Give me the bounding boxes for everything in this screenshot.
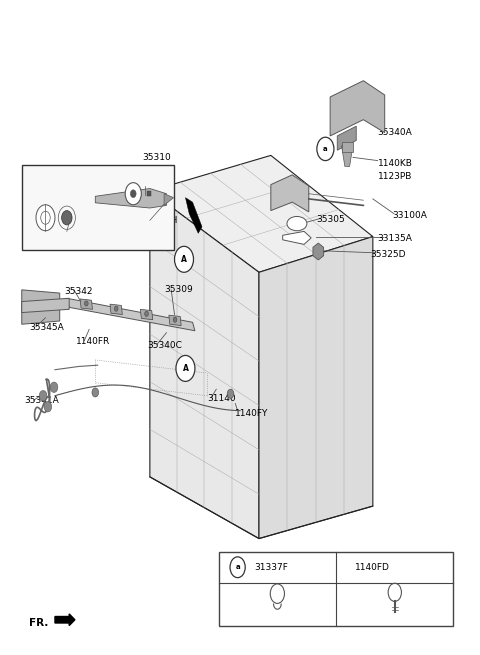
Bar (146, 191, 151, 196)
Text: 1140FY: 1140FY (235, 409, 269, 418)
Polygon shape (313, 243, 324, 260)
Text: 35341A: 35341A (24, 396, 59, 405)
Polygon shape (259, 236, 373, 538)
Polygon shape (67, 298, 195, 331)
Text: A: A (182, 364, 188, 373)
Text: FR.: FR. (29, 618, 48, 627)
Circle shape (114, 306, 118, 311)
Polygon shape (169, 315, 181, 326)
Polygon shape (283, 231, 311, 244)
Circle shape (317, 137, 334, 160)
Ellipse shape (287, 216, 307, 231)
Text: 35312A: 35312A (29, 196, 64, 206)
Circle shape (227, 389, 234, 398)
Circle shape (36, 205, 55, 231)
Polygon shape (22, 290, 60, 324)
Text: 1123PB: 1123PB (378, 172, 412, 181)
Circle shape (84, 301, 88, 306)
Text: 35325D: 35325D (371, 250, 406, 259)
Text: 31337F: 31337F (254, 563, 288, 572)
Circle shape (39, 390, 47, 401)
Text: a: a (323, 146, 328, 152)
Circle shape (175, 246, 193, 272)
Circle shape (176, 356, 195, 381)
FancyBboxPatch shape (22, 165, 174, 250)
Text: A: A (181, 255, 187, 264)
Polygon shape (337, 126, 356, 150)
Bar (342, 142, 353, 152)
Polygon shape (140, 309, 153, 320)
Text: 1140FD: 1140FD (355, 563, 390, 572)
Circle shape (50, 382, 58, 392)
Text: a: a (235, 564, 240, 571)
Circle shape (230, 557, 245, 578)
Circle shape (144, 311, 148, 316)
Polygon shape (330, 81, 384, 136)
Polygon shape (150, 191, 259, 538)
Polygon shape (110, 304, 122, 314)
Circle shape (131, 190, 136, 198)
Text: 1140KB: 1140KB (378, 159, 412, 168)
Text: 31140: 31140 (207, 394, 235, 403)
FancyBboxPatch shape (219, 552, 454, 626)
Text: 35310: 35310 (143, 153, 171, 162)
Circle shape (92, 388, 98, 397)
Text: 35309: 35309 (164, 286, 193, 294)
Text: 33100A: 33100A (392, 212, 427, 220)
Text: 33135A: 33135A (378, 234, 412, 243)
Polygon shape (271, 175, 309, 212)
Polygon shape (96, 189, 167, 208)
Circle shape (44, 402, 52, 412)
Polygon shape (80, 299, 93, 309)
Text: 35312H: 35312H (143, 216, 178, 225)
Polygon shape (185, 198, 202, 233)
Text: 35312J: 35312J (46, 227, 77, 236)
Text: 35342: 35342 (64, 288, 93, 296)
Circle shape (125, 183, 141, 205)
Polygon shape (342, 145, 353, 166)
Polygon shape (150, 155, 373, 272)
Circle shape (61, 211, 72, 225)
Text: 35340C: 35340C (147, 341, 182, 350)
FancyArrow shape (55, 614, 75, 626)
Polygon shape (164, 194, 174, 206)
Text: 35345A: 35345A (29, 323, 64, 332)
Text: 35305: 35305 (316, 215, 345, 223)
Text: 33815E: 33815E (140, 181, 175, 191)
Polygon shape (22, 298, 69, 312)
Text: 1140FR: 1140FR (76, 337, 110, 346)
Text: 35340A: 35340A (378, 128, 412, 137)
Circle shape (173, 317, 177, 322)
